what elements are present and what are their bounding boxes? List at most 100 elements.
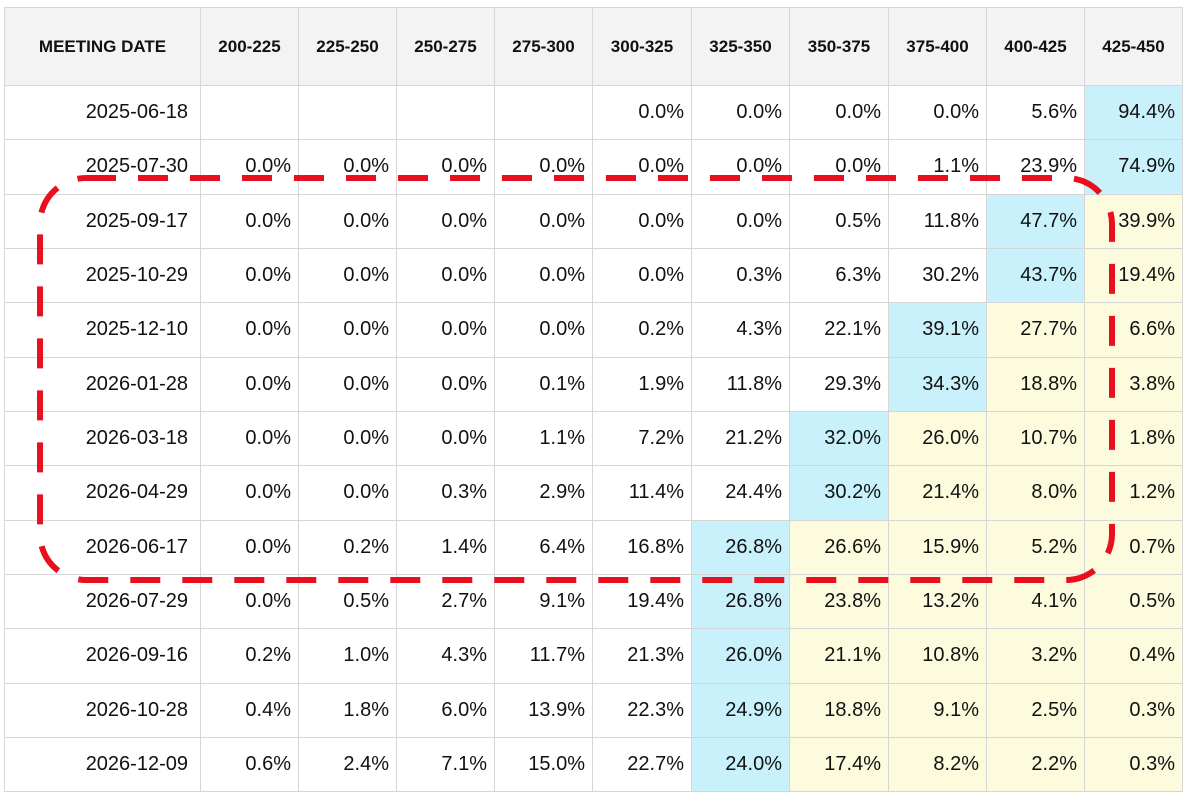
table-row: 2025-10-29 0.0% 0.0% 0.0% 0.0% 0.0% 0.3% 6.3% 30… [4,247,1183,304]
probability-cell: 11.8% [691,356,790,412]
probability-cell: 32.0% [789,410,889,467]
probability-cell: 26.8% [691,573,790,630]
probability-cell: 0.0% [494,193,593,249]
table-row: 2026-03-18 0.0% 0.0% 0.0% 1.1% 7.2% 21.2% 32.0%… [4,410,1183,467]
probability-cell: 0.0% [691,84,790,141]
probability-cell: 0.6% [200,736,299,793]
probability-cell: 0.2% [298,519,397,575]
probability-cell: 0.3% [1084,736,1183,793]
probability-cell: 17.4% [789,736,889,793]
probability-cell: 0.0% [200,465,299,521]
probability-cell: 2.9% [494,465,593,521]
probability-cell: 22.1% [789,302,889,358]
probability-cell: 0.0% [298,193,397,249]
probability-cell: 0.0% [789,84,889,141]
probability-cell: 21.4% [888,465,987,521]
probability-cell: 11.8% [888,193,987,249]
probability-cell: 0.0% [592,247,692,304]
meeting-date-cell: 2026-03-18 [4,410,201,467]
column-header-225-250: 225-250 [298,7,397,86]
probability-cell: 0.0% [200,302,299,358]
probability-cell: 3.2% [986,628,1085,684]
probability-cell: 26.0% [691,628,790,684]
probability-cell: 4.3% [691,302,790,358]
probability-cell: 0.0% [592,84,692,141]
probability-cell: 18.8% [986,356,1085,412]
probability-cell: 94.4% [1084,84,1183,141]
probability-cell: 6.0% [396,682,495,738]
column-header-200-225: 200-225 [200,7,299,86]
probability-cell: 0.0% [200,193,299,249]
probability-cell: 0.3% [691,247,790,304]
probability-cell: 0.0% [592,139,692,195]
column-header-meeting-date: MEETING DATE [4,7,201,86]
probability-cell: 0.0% [494,247,593,304]
probability-cell: 16.8% [592,519,692,575]
column-header-350-375: 350-375 [789,7,889,86]
column-header-325-350: 325-350 [691,7,790,86]
probability-cell: 0.0% [200,139,299,195]
probability-cell: 9.1% [888,682,987,738]
probability-cell: 7.1% [396,736,495,793]
probability-cell: 8.2% [888,736,987,793]
probability-cell: 0.0% [298,356,397,412]
table-row: 2025-12-10 0.0% 0.0% 0.0% 0.0% 0.2% 4.3% 22.1% 3… [4,302,1183,358]
probability-cell: 11.7% [494,628,593,684]
table-row: 2026-10-28 0.4% 1.8% 6.0% 13.9% 22.3% 24.9% 18.… [4,682,1183,738]
probability-cell: 15.0% [494,736,593,793]
probability-cell: 0.0% [691,139,790,195]
column-header-275-300: 275-300 [494,7,593,86]
probability-cell: 1.4% [396,519,495,575]
probability-cell: 22.3% [592,682,692,738]
probability-cell: 0.4% [200,682,299,738]
probability-cell: 3.8% [1084,356,1183,412]
probability-cell: 30.2% [789,465,889,521]
column-header-300-325: 300-325 [592,7,692,86]
probability-cell: 22.7% [592,736,692,793]
meeting-date-cell: 2026-01-28 [4,356,201,412]
probability-cell: 0.3% [396,465,495,521]
meeting-date-cell: 2026-07-29 [4,573,201,630]
probability-cell: 1.9% [592,356,692,412]
probability-cell: 0.0% [298,247,397,304]
probability-cell: 0.0% [592,193,692,249]
probability-cell: 0.0% [298,139,397,195]
header-row: MEETING DATE 200-225 225-250 250-275 275-300… [4,7,1183,86]
probability-cell: 0.0% [396,356,495,412]
probability-cell: 1.1% [888,139,987,195]
meeting-date-cell: 2026-06-17 [4,519,201,575]
probability-cell: 11.4% [592,465,692,521]
probability-cell: 0.4% [1084,628,1183,684]
probability-cell: 1.0% [298,628,397,684]
probability-cell: 5.2% [986,519,1085,575]
probability-cell: 0.0% [200,519,299,575]
probability-cell: 2.7% [396,573,495,630]
probability-cell: 0.5% [1084,573,1183,630]
probability-cell: 13.2% [888,573,987,630]
probability-cell: 19.4% [1084,247,1183,304]
probability-cell: 26.6% [789,519,889,575]
probability-cell: 10.7% [986,410,1085,467]
table-row: 2025-07-30 0.0% 0.0% 0.0% 0.0% 0.0% 0.0% 0.0% 1.… [4,139,1183,195]
probability-cell: 23.8% [789,573,889,630]
probability-cell: 0.0% [396,410,495,467]
probability-cell: 18.8% [789,682,889,738]
probability-cell: 0.5% [298,573,397,630]
probability-cell [298,84,397,141]
table-row: 2025-09-17 0.0% 0.0% 0.0% 0.0% 0.0% 0.0% 0.5% 11… [4,193,1183,249]
probability-cell: 21.2% [691,410,790,467]
probability-cell: 0.5% [789,193,889,249]
table-row: 2026-07-29 0.0% 0.5% 2.7% 9.1% 19.4% 26.8% 23.8… [4,573,1183,630]
probability-cell: 6.4% [494,519,593,575]
probability-cell [200,84,299,141]
probability-cell: 43.7% [986,247,1085,304]
probability-cell: 2.4% [298,736,397,793]
probability-cell: 5.6% [986,84,1085,141]
probability-cell: 39.9% [1084,193,1183,249]
probability-cell: 0.0% [200,573,299,630]
probability-cell: 39.1% [888,302,987,358]
meeting-date-cell: 2026-09-16 [4,628,201,684]
table-row: 2026-01-28 0.0% 0.0% 0.0% 0.1% 1.9% 11.8% 29.3%… [4,356,1183,412]
probability-cell: 0.2% [592,302,692,358]
probability-cell: 0.0% [691,193,790,249]
